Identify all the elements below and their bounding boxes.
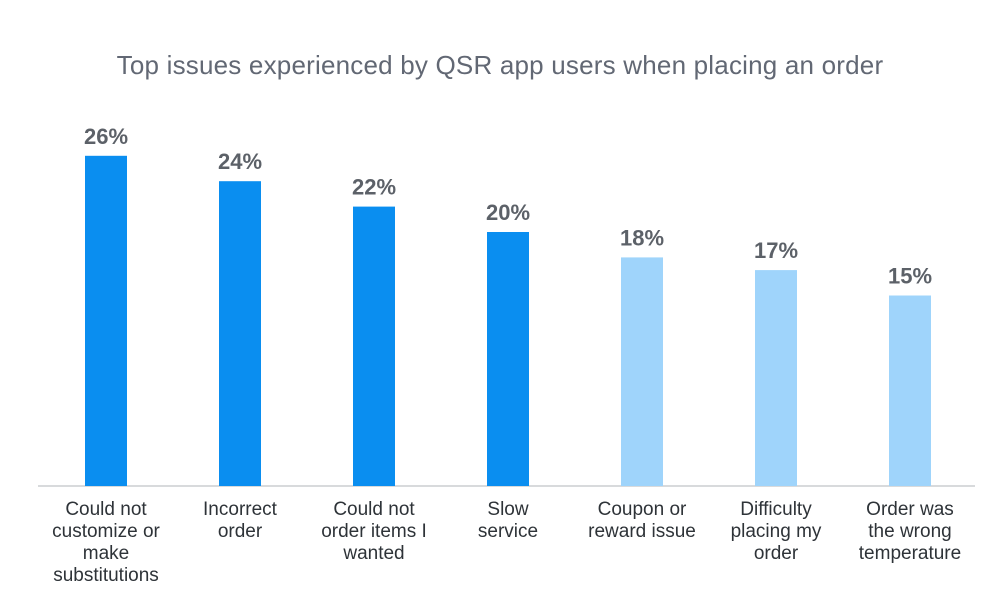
data-label-7: 15% xyxy=(888,264,932,289)
category-label-line: make xyxy=(83,543,129,564)
data-label-5: 18% xyxy=(620,225,664,250)
data-label-6: 17% xyxy=(754,238,798,263)
category-label-line: the wrong xyxy=(868,521,951,542)
category-label-6: Difficulty placing my order xyxy=(731,499,822,564)
bar-5 xyxy=(621,257,663,486)
category-label-line: Difficulty xyxy=(740,499,812,520)
category-label-line: placing my xyxy=(731,521,822,542)
chart-title: Top issues experienced by QSR app users … xyxy=(116,50,884,80)
category-label-line: Could not xyxy=(65,499,147,520)
category-label-line: order xyxy=(218,521,263,542)
category-label-line: Coupon or xyxy=(598,499,687,520)
category-label-4: Slow service xyxy=(478,499,538,542)
category-label-line: reward issue xyxy=(588,521,696,542)
category-label-line: customize or xyxy=(52,521,160,542)
category-label-line: Could not xyxy=(333,499,415,520)
category-label-line: wanted xyxy=(342,543,404,564)
data-label-4: 20% xyxy=(486,200,530,225)
category-label-line: Slow xyxy=(487,499,528,520)
category-label-line: Order was xyxy=(866,499,954,520)
category-label-line: order items I xyxy=(321,521,427,542)
category-label-line: temperature xyxy=(859,543,961,564)
category-label-2: Incorrect order xyxy=(203,499,278,542)
bar-4 xyxy=(487,232,529,486)
bar-6 xyxy=(755,270,797,486)
category-label-line: order xyxy=(754,543,799,564)
data-label-3: 22% xyxy=(352,175,396,200)
category-label-line: Incorrect xyxy=(203,499,278,520)
bar-7 xyxy=(889,295,931,486)
category-label-5: Coupon or reward issue xyxy=(588,499,696,542)
bar-3 xyxy=(353,206,395,486)
bar-1 xyxy=(85,155,127,487)
category-label-line: service xyxy=(478,521,538,542)
category-label-line: substitutions xyxy=(53,565,159,586)
data-label-1: 26% xyxy=(84,124,128,149)
bar-2 xyxy=(219,181,261,486)
category-label-7: Order was the wrong temperature xyxy=(859,499,961,564)
category-label-1: Could not customize or make substitutions xyxy=(52,499,160,586)
data-label-2: 24% xyxy=(218,149,262,174)
